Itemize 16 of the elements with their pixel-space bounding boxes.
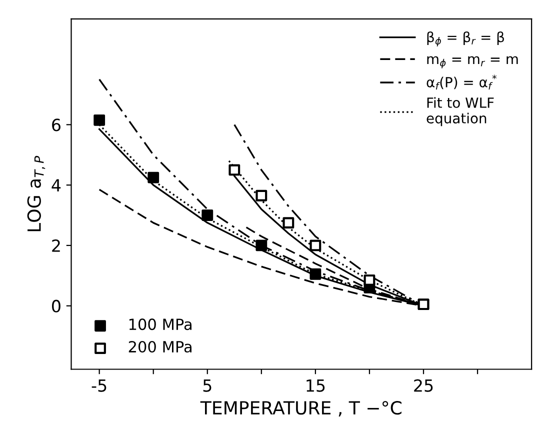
x-tick-label: -5 (92, 379, 106, 392)
y-axis-title: LOG a$_{T,P}$ (27, 156, 46, 232)
legend-label: Fit to WLF equation (426, 97, 494, 126)
legend-label: α$_{f}$(P) = α$_{f}$$^{*}$ (426, 74, 497, 90)
y-tick-label: 2 (52, 239, 60, 252)
x-axis-title: TEMPERATURE , T −°C (200, 400, 402, 416)
legend-label: β$_{ϕ}$ = β$_{r}$ = β (427, 31, 504, 46)
y-tick-label: 0 (52, 300, 60, 312)
x-tick-label: 25 (414, 379, 433, 392)
legend-label: 200 MPa (128, 340, 192, 353)
legend-label: 100 MPa (129, 318, 192, 330)
x-tick-label: 5 (203, 379, 212, 392)
y-tick-label: 4 (52, 179, 61, 192)
y-tick-label: 6 (52, 118, 60, 132)
legend-label: m$_{ϕ}$ = m$_{r}$ = m (427, 56, 518, 68)
x-tick-label: 15 (306, 379, 325, 392)
